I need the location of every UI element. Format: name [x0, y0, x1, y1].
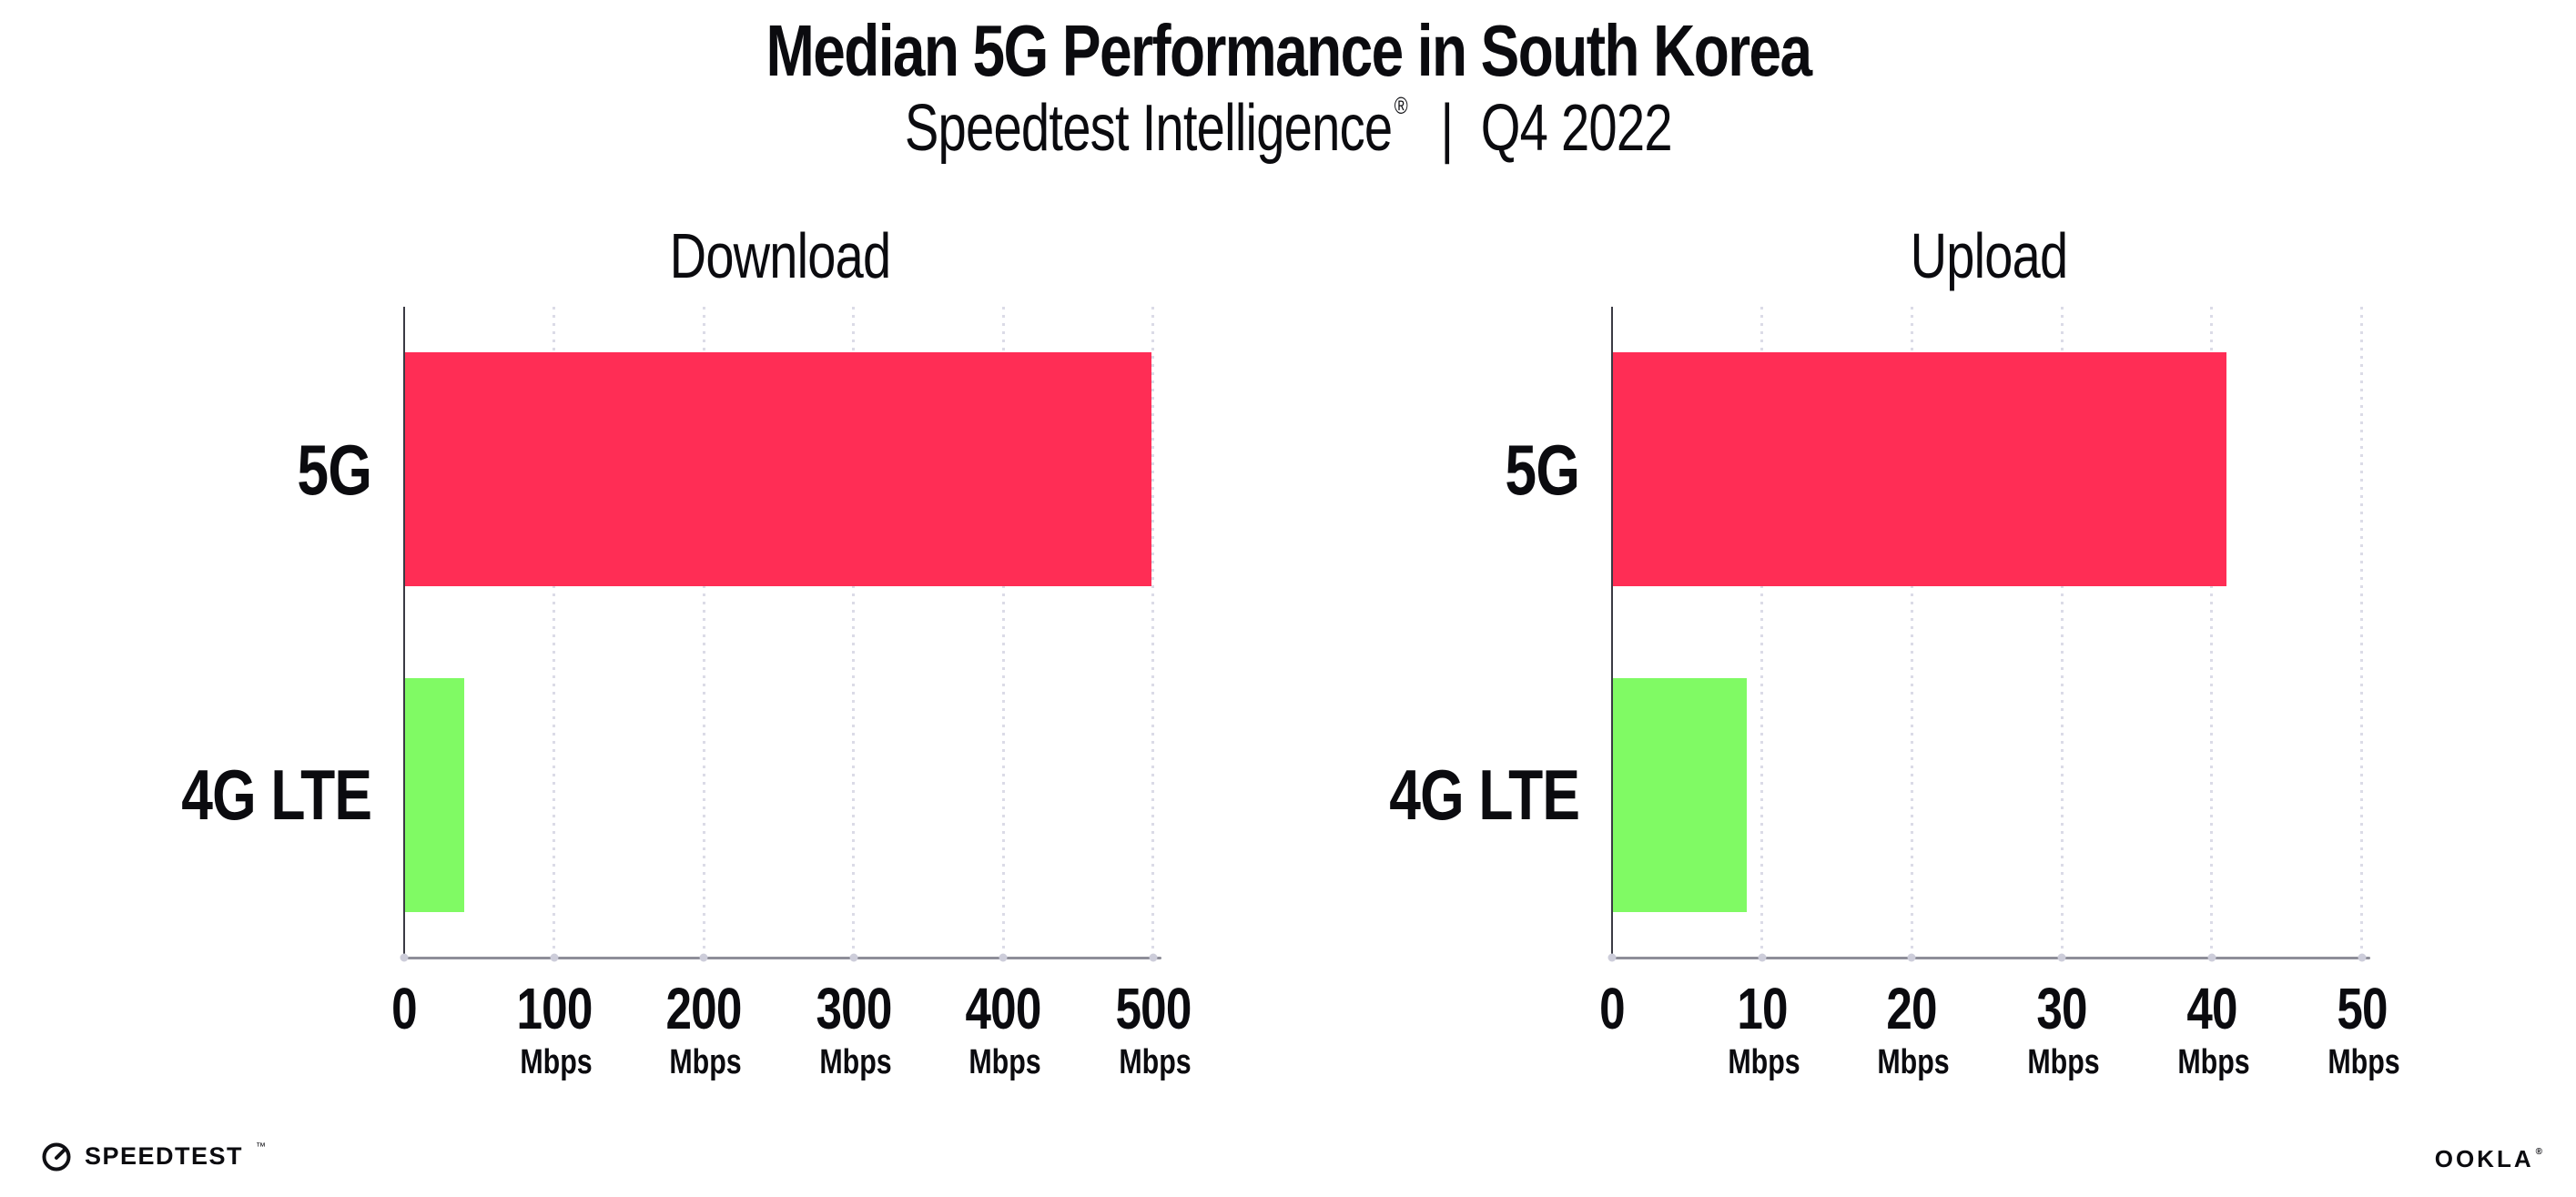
- tick-dot-100-download: [550, 953, 559, 962]
- subtitle-brand: Speedtest Intelligence: [904, 92, 1393, 166]
- tick-unit-500-download: Mbps: [1119, 1043, 1192, 1081]
- tick-label-40-upload: 40: [2186, 976, 2237, 1041]
- tick-unit-400-download: Mbps: [969, 1043, 1041, 1081]
- page-subtitle-row: Speedtest Intelligence® | Q4 2022: [0, 94, 2576, 164]
- tick-label-30-upload: 30: [2036, 976, 2088, 1041]
- tick-dot-400-download: [999, 953, 1008, 962]
- tick-dot-10-upload: [1758, 953, 1767, 962]
- tick-unit-300-download: Mbps: [818, 1043, 892, 1081]
- category-label-4g-lte-upload: 4G LTE: [1188, 755, 1580, 835]
- tick-dot-0-download: [400, 953, 409, 962]
- category-label-4g-lte-download: 4G LTE: [0, 755, 372, 835]
- category-label-5g-upload: 5G: [1188, 434, 1579, 505]
- tick-unit-10-upload: Mbps: [1728, 1043, 1800, 1081]
- tick-unit-100-download: Mbps: [519, 1043, 593, 1081]
- gridline-20-upload: [1910, 307, 1913, 958]
- bar-5g-download: [404, 352, 1152, 586]
- tick-dot-50-upload: [2358, 953, 2367, 962]
- tick-label-500-download: 500: [1115, 976, 1192, 1041]
- page-title: Median 5G Performance in South Korea: [766, 10, 1812, 91]
- bar-5g-upload: [1612, 352, 2227, 586]
- tick-label-200-download: 200: [665, 976, 743, 1041]
- tick-label-400-download: 400: [965, 976, 1042, 1041]
- tick-dot-0-upload: [1607, 953, 1617, 962]
- chart-title-upload: Upload: [1910, 220, 2067, 291]
- ookla-registered-icon: ®: [2535, 1147, 2545, 1157]
- category-label-5g-download: 5G: [0, 434, 371, 505]
- page-title-row: Median 5G Performance in South Korea: [0, 13, 2576, 88]
- gridline-50-upload: [2360, 307, 2364, 958]
- gridline-400-download: [1001, 307, 1005, 958]
- y-axis-line-upload: [1611, 307, 1613, 959]
- gridline-300-download: [852, 307, 856, 958]
- bar-4g-lte-download: [404, 677, 464, 912]
- tick-label-100-download: 100: [516, 976, 593, 1041]
- tick-unit-20-upload: Mbps: [1877, 1043, 1951, 1081]
- tick-unit-40-upload: Mbps: [2177, 1043, 2250, 1081]
- subtitle-divider: |: [1440, 92, 1454, 166]
- tick-dot-40-upload: [2207, 953, 2216, 962]
- category-label-text: 4G LTE: [1389, 755, 1580, 835]
- tick-label-50-upload: 50: [2337, 976, 2388, 1041]
- tick-unit-200-download: Mbps: [669, 1043, 742, 1081]
- category-label-text: 5G: [297, 429, 371, 510]
- header: Median 5G Performance in South Korea Spe…: [0, 0, 2576, 164]
- gridline-30-upload: [2060, 307, 2064, 958]
- chart-title-download: Download: [669, 220, 891, 291]
- gridline-500-download: [1151, 307, 1155, 958]
- ookla-wordmark: OOKLA: [2434, 1145, 2534, 1172]
- registered-trademark-icon: ®: [1394, 92, 1407, 120]
- tick-dot-30-upload: [2057, 953, 2066, 962]
- gridline-10-upload: [1760, 307, 1764, 958]
- speedtest-wordmark: SPEEDTEST: [85, 1141, 244, 1170]
- tick-unit-30-upload: Mbps: [2027, 1043, 2100, 1081]
- category-label-text: 4G LTE: [181, 755, 372, 835]
- bar-4g-lte-upload: [1612, 677, 1748, 912]
- subtitle-period: Q4 2022: [1480, 92, 1672, 166]
- tick-label-20-upload: 20: [1886, 976, 1938, 1041]
- page-subtitle: Speedtest Intelligence® | Q4 2022: [904, 92, 1673, 166]
- y-axis-line-download: [403, 307, 405, 959]
- category-label-text: 5G: [1505, 429, 1579, 510]
- tick-dot-200-download: [699, 953, 708, 962]
- x-axis-line-download: [402, 956, 1161, 959]
- tick-dot-500-download: [1149, 953, 1158, 962]
- tick-label-300-download: 300: [816, 976, 892, 1041]
- tick-label-0-download: 0: [391, 976, 417, 1041]
- tick-dot-20-upload: [1907, 953, 1916, 962]
- gridline-100-download: [553, 307, 556, 958]
- tick-label-10-upload: 10: [1737, 976, 1788, 1041]
- gridline-40-upload: [2210, 307, 2214, 958]
- speedtest-gauge-icon: [42, 1142, 71, 1172]
- tick-dot-300-download: [849, 953, 858, 962]
- x-axis-line-upload: [1610, 956, 2370, 959]
- gridline-200-download: [702, 307, 705, 958]
- tick-label-0-upload: 0: [1599, 976, 1625, 1041]
- speedtest-logo: SPEEDTEST ™: [40, 1140, 266, 1172]
- tick-unit-50-upload: Mbps: [2328, 1043, 2400, 1081]
- footer: SPEEDTEST ™ OOKLA ®: [0, 1134, 2576, 1185]
- ookla-logo: OOKLA ®: [2435, 1145, 2545, 1173]
- speedtest-trademark-icon: ™: [256, 1141, 267, 1152]
